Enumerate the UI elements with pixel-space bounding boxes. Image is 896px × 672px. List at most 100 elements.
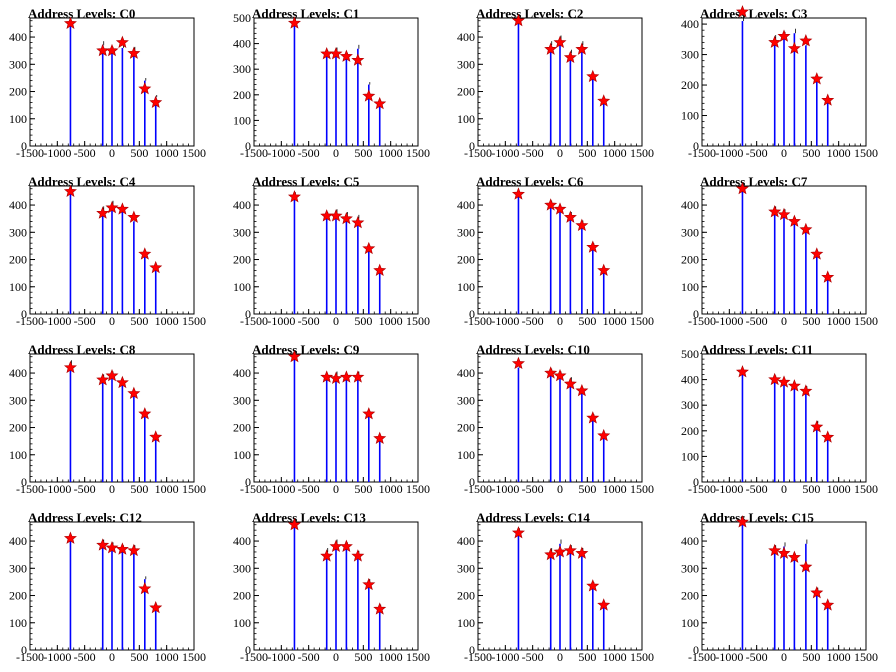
peak-marker (735, 515, 749, 528)
peak-marker (597, 263, 611, 276)
x-tick-label: -1000 (43, 482, 71, 496)
peak-marker (351, 215, 365, 229)
chart-svg: 0 100 200 300 400 -1500 -1000 -500 0 500 1000 1500 (9, 521, 206, 664)
x-tick-label: -500 (74, 482, 96, 496)
peak-marker (105, 200, 119, 214)
x-tick-label: 0 (781, 482, 787, 496)
y-tick-label: 200 (681, 589, 699, 603)
x-tick-label: 500 (578, 650, 596, 664)
peak-marker (115, 542, 129, 555)
peak-marker (768, 205, 782, 218)
peak-marker (115, 35, 129, 49)
y-tick-label: 200 (9, 85, 27, 99)
peak-marker (586, 69, 600, 83)
x-tick-label: 1000 (603, 146, 627, 160)
y-tick-label: 100 (233, 448, 251, 462)
y-tick-label: 400 (233, 534, 251, 548)
x-tick-label: -1000 (267, 650, 295, 664)
x-tick-label: 0 (781, 650, 787, 664)
chart-svg: 0 100 200 300 400 -1500 -1000 -500 0 500 1000 1500 (457, 185, 654, 328)
y-tick-label: 200 (681, 78, 699, 92)
y-tick-label: 400 (681, 17, 699, 31)
y-tick-label: 300 (233, 561, 251, 575)
x-tick-label: 1000 (827, 650, 851, 664)
x-tick-label: -1000 (715, 482, 743, 496)
x-tick-label: 0 (109, 314, 115, 328)
y-tick-label: 200 (9, 421, 27, 435)
peak-marker (544, 547, 558, 561)
peak-marker (320, 549, 334, 562)
y-tick-label: 200 (9, 589, 27, 603)
peak-marker (821, 93, 835, 106)
peak-marker (149, 260, 163, 274)
chart-title: Address Levels: C7 (700, 174, 808, 189)
peak-marker (287, 517, 301, 531)
x-tick-label: -1500 (16, 146, 44, 160)
x-tick-label: -500 (298, 650, 320, 664)
peak-marker (777, 546, 791, 559)
y-tick-label: 200 (233, 589, 251, 603)
peak-marker (339, 211, 353, 225)
y-tick-label: 300 (233, 393, 251, 407)
peak-marker (351, 370, 365, 383)
x-tick-label: 1500 (406, 482, 430, 496)
peak-marker (127, 386, 141, 400)
y-tick-label: 0 (693, 475, 699, 489)
peak-marker (339, 539, 353, 553)
y-tick-label: 100 (681, 280, 699, 294)
x-tick-label: -1500 (16, 314, 44, 328)
peak-marker (563, 543, 577, 557)
x-tick-label: -1000 (267, 482, 295, 496)
y-tick-label: 200 (233, 88, 251, 102)
x-tick-label: -1500 (464, 146, 492, 160)
y-tick-label: 200 (681, 253, 699, 267)
x-tick-label: 1000 (603, 650, 627, 664)
peak-marker (138, 581, 152, 595)
chart-svg: 0 100 200 300 400 -1500 -1000 -500 0 500 1000 1500 (233, 349, 430, 496)
y-tick-label: 0 (245, 475, 251, 489)
x-tick-label: 0 (333, 314, 339, 328)
peak-marker (127, 543, 141, 557)
y-tick-label: 400 (9, 30, 27, 44)
x-tick-label: 1000 (827, 314, 851, 328)
x-tick-label: 1000 (155, 482, 179, 496)
peak-marker (777, 207, 791, 221)
y-tick-label: 0 (245, 139, 251, 153)
x-tick-label: -1500 (688, 482, 716, 496)
chart-svg: 0 100 200 300 400 -1500 -1000 -500 0 500 1000 1500 (681, 5, 878, 160)
x-tick-label: 500 (354, 314, 372, 328)
peak-marker (329, 209, 343, 222)
peak-marker (373, 431, 387, 444)
chart-svg: 0 100 200 300 400 -1500 -1000 -500 0 500 1000 1500 (9, 353, 206, 496)
y-tick-label: 300 (9, 561, 27, 575)
chart-panel: Address Levels: C14 0 100 200 300 400 -1500 -10… (448, 504, 672, 672)
chart-title: Address Levels: C4 (28, 174, 136, 189)
x-tick-label: 1000 (603, 482, 627, 496)
y-tick-label: 300 (681, 225, 699, 239)
peak-marker (96, 206, 110, 219)
chart-svg: 0 100 200 300 400 -1500 -1000 -500 0 500 1000 1500 (457, 13, 654, 160)
y-tick-label: 400 (681, 198, 699, 212)
peak-marker (96, 538, 110, 551)
peak-marker (799, 222, 813, 236)
y-tick-label: 300 (9, 225, 27, 239)
x-tick-label: 500 (130, 482, 148, 496)
y-tick-label: 200 (457, 253, 475, 267)
y-tick-label: 0 (21, 475, 27, 489)
peak-marker (563, 377, 577, 390)
chart-panel: Address Levels: C9 0 100 200 300 400 -1500 -100… (224, 336, 448, 504)
x-tick-label: -1500 (464, 482, 492, 496)
y-tick-label: 400 (233, 366, 251, 380)
peak-marker (127, 46, 141, 59)
y-tick-label: 300 (233, 225, 251, 239)
peak-marker (127, 210, 141, 223)
peak-marker (287, 190, 301, 203)
x-tick-label: -1500 (240, 314, 268, 328)
peak-marker (553, 202, 567, 215)
y-tick-label: 0 (693, 139, 699, 153)
peak-marker (735, 5, 749, 18)
chart-panel: Address Levels: C4 0 100 200 300 400 -1500 -100… (0, 168, 224, 336)
y-tick-label: 200 (457, 421, 475, 435)
x-tick-label: -1500 (688, 650, 716, 664)
x-tick-label: 1000 (379, 650, 403, 664)
